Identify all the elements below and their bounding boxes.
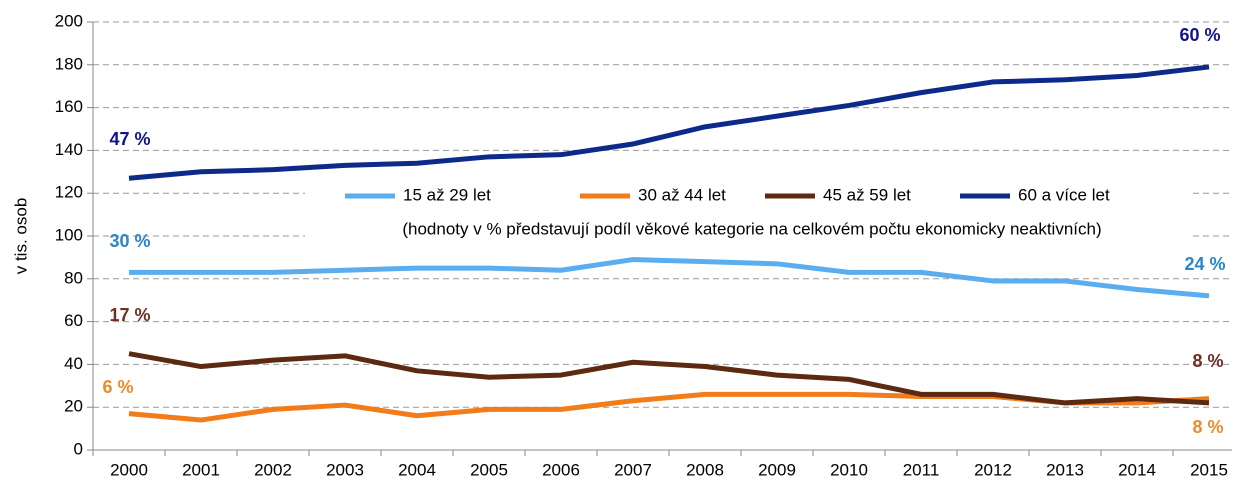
x-tick-label: 2001 [182,460,220,479]
x-tick-label: 2006 [542,460,580,479]
x-tick-label: 2014 [1118,460,1156,479]
annotation: 47 % [109,129,150,149]
x-tick-label: 2011 [903,460,940,479]
annotation: 17 % [109,305,150,325]
y-tick-label: 140 [55,140,83,159]
x-tick-label: 2015 [1190,460,1228,479]
series-line [128,64,1210,181]
series-line [129,257,1210,299]
legend-label: 60 a více let [1018,185,1110,204]
x-tick-label: 2003 [326,460,364,479]
x-tick-label: 2002 [254,460,292,479]
annotation: 60 % [1179,25,1220,45]
x-tick-label: 2012 [974,460,1012,479]
x-tick-label: 2004 [398,460,436,479]
y-tick-label: 120 [55,183,83,202]
y-tick-label: 200 [55,11,83,30]
legend-label: 30 až 44 let [638,185,726,204]
annotation: 8 % [1192,351,1223,371]
legend-label: 15 až 29 let [403,185,491,204]
annotation: 30 % [109,231,150,251]
y-tick-label: 20 [64,397,83,416]
y-tick-label: 160 [55,97,83,116]
y-tick-label: 80 [64,268,83,287]
x-tick-label: 2000 [110,460,148,479]
legend-bg [305,180,1190,246]
x-tick-label: 2009 [758,460,796,479]
y-axis-label: v tis. osob [11,198,30,275]
legend-label: 45 až 59 let [823,185,911,204]
annotation: 24 % [1184,254,1225,274]
x-tick-label: 2008 [686,460,724,479]
x-tick-label: 2005 [470,460,508,479]
x-tick-label: 2013 [1046,460,1084,479]
series-line [128,351,1210,406]
y-tick-label: 40 [64,354,83,373]
y-tick-label: 0 [74,439,83,458]
y-tick-label: 180 [55,54,83,73]
annotation: 6 % [102,377,133,397]
y-tick-label: 100 [55,225,83,244]
x-tick-label: 2010 [830,460,868,479]
y-tick-label: 60 [64,311,83,330]
annotation: 8 % [1192,417,1223,437]
x-tick-label: 2007 [614,460,652,479]
note: (hodnoty v % představují podíl věkové ka… [402,219,1101,238]
